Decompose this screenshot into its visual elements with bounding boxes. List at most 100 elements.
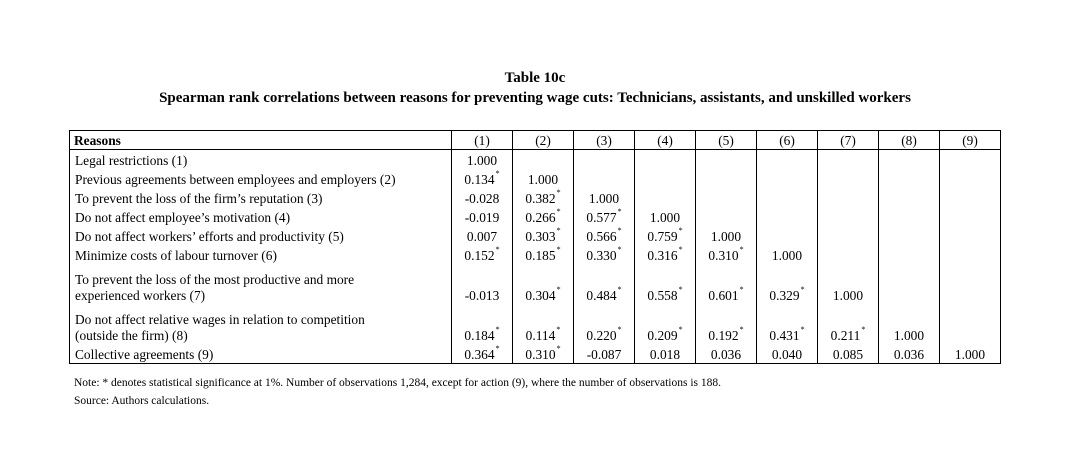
significance-marker: * [556, 244, 561, 254]
correlation-cell: 0.040 [756, 344, 818, 364]
cell-value: 0.303 [525, 228, 556, 244]
cell-value: 0.211 [830, 327, 861, 343]
correlation-cell [817, 245, 879, 264]
row-label-line: To prevent the loss of the firm’s reputa… [75, 190, 323, 206]
cell-value: 0.577 [586, 209, 617, 225]
significance-marker: * [678, 324, 683, 334]
table-subtitle: Spearman rank correlations between reaso… [159, 90, 911, 106]
cell-value: 0.364 [464, 346, 495, 362]
column-header-reasons: Reasons [69, 130, 452, 150]
row-label-line: Minimize costs of labour turnover (6) [75, 247, 277, 263]
row-label-line: Do not affect relative wages in relation… [75, 311, 365, 327]
correlation-cell [939, 304, 1001, 344]
cell-value: 0.085 [832, 346, 864, 362]
column-header: (6) [756, 130, 818, 150]
column-header: (1) [451, 130, 513, 150]
correlation-cell [512, 149, 574, 169]
table-row: Previous agreements between employees an… [69, 169, 1001, 188]
correlation-cell [817, 149, 879, 169]
significance-marker: * [556, 206, 561, 216]
row-label-line: (outside the firm) (8) [75, 327, 188, 343]
cell-value: 0.134 [464, 171, 495, 187]
correlation-cell: 0.558* [634, 264, 696, 304]
significance-marker: * [678, 244, 683, 254]
cell-value: 0.310 [525, 346, 556, 362]
correlation-cell: 0.134* [451, 169, 513, 188]
cell-value: 1.000 [954, 346, 986, 362]
correlation-cell [756, 226, 818, 245]
column-header: (2) [512, 130, 574, 150]
significance-marker: * [617, 225, 622, 235]
cell-value: 1.000 [832, 287, 864, 303]
row-label: Do not affect employee’s motivation (4) [69, 207, 452, 226]
correlation-cell [695, 149, 757, 169]
row-label-line: To prevent the loss of the most producti… [75, 271, 355, 287]
significance-marker: * [495, 244, 500, 254]
cell-value: 0.184 [464, 327, 495, 343]
column-header: (4) [634, 130, 696, 150]
correlation-cell: 0.184* [451, 304, 513, 344]
correlation-cell: 0.036 [878, 344, 940, 364]
cell-value: 1.000 [710, 228, 742, 244]
correlation-cell: 1.000 [573, 188, 635, 207]
correlation-cell: 0.316* [634, 244, 696, 264]
significance-marker: * [617, 284, 622, 294]
table-row: Collective agreements (9) 0.364* 0.310* -0.… [69, 343, 1001, 364]
significance-marker: * [556, 343, 561, 353]
correlation-cell [878, 264, 940, 304]
column-header: (7) [817, 130, 879, 150]
correlation-cell [634, 169, 696, 188]
significance-marker: * [495, 343, 500, 353]
correlation-cell: 1.000 [939, 344, 1001, 364]
correlation-table: Reasons (1) (2) (3) (4) (5) (6) (7) (8) … [69, 130, 1001, 364]
correlation-cell: 0.192* [695, 304, 757, 344]
correlation-cell: 0.484* [573, 264, 635, 304]
cell-value: 1.000 [649, 209, 681, 225]
row-label-line: Collective agreements (9) [75, 346, 214, 362]
table-body: Legal restrictions (1) 1.000 Previous agre… [69, 149, 1001, 364]
cell-value: 0.185 [525, 247, 556, 263]
cell-value: 0.382 [525, 190, 556, 206]
row-label-line: Legal restrictions (1) [75, 152, 188, 168]
significance-marker: * [678, 225, 683, 235]
significance-marker: * [495, 324, 500, 334]
significance-marker: * [739, 284, 744, 294]
correlation-cell: 0.577* [573, 207, 635, 226]
column-header: (9) [939, 130, 1001, 150]
row-label: Collective agreements (9) [69, 344, 452, 364]
table-row: Do not affect relative wages in relation… [69, 304, 1001, 344]
correlation-cell: 0.310* [695, 244, 757, 264]
correlation-cell [878, 188, 940, 207]
cell-value: -0.087 [586, 346, 622, 362]
table-header-row: Reasons (1) (2) (3) (4) (5) (6) (7) (8) … [69, 130, 1001, 150]
correlation-cell: 0.382* [512, 187, 574, 207]
correlation-cell: 0.152* [451, 244, 513, 264]
row-label: Do not affect relative wages in relation… [69, 304, 452, 344]
correlation-cell: 0.310* [512, 343, 574, 364]
correlation-cell: 1.000 [878, 304, 940, 344]
correlation-cell [939, 226, 1001, 245]
correlation-cell [573, 169, 635, 188]
table-source: Source: Authors calculations. [74, 395, 210, 407]
correlation-cell [756, 169, 818, 188]
significance-marker: * [739, 244, 744, 254]
table-row: Minimize costs of labour turnover (6) 0.1… [69, 244, 1001, 264]
row-label: Legal restrictions (1) [69, 149, 452, 169]
correlation-cell [756, 207, 818, 226]
cell-value: 0.152 [464, 247, 495, 263]
correlation-cell: 0.114* [512, 304, 574, 344]
significance-marker: * [678, 284, 683, 294]
significance-marker: * [556, 225, 561, 235]
cell-value: 0.759 [647, 228, 678, 244]
cell-value: 0.209 [647, 327, 678, 343]
correlation-cell: 0.431* [756, 304, 818, 344]
correlation-cell [939, 245, 1001, 264]
cell-value: 0.192 [708, 327, 739, 343]
table-row: Do not affect employee’s motivation (4) -… [69, 206, 1001, 226]
significance-marker: * [556, 187, 561, 197]
cell-value: 0.114 [525, 327, 556, 343]
cell-value: -0.019 [464, 209, 500, 225]
correlation-cell [878, 149, 940, 169]
cell-value: 1.000 [527, 171, 559, 187]
correlation-cell [695, 188, 757, 207]
